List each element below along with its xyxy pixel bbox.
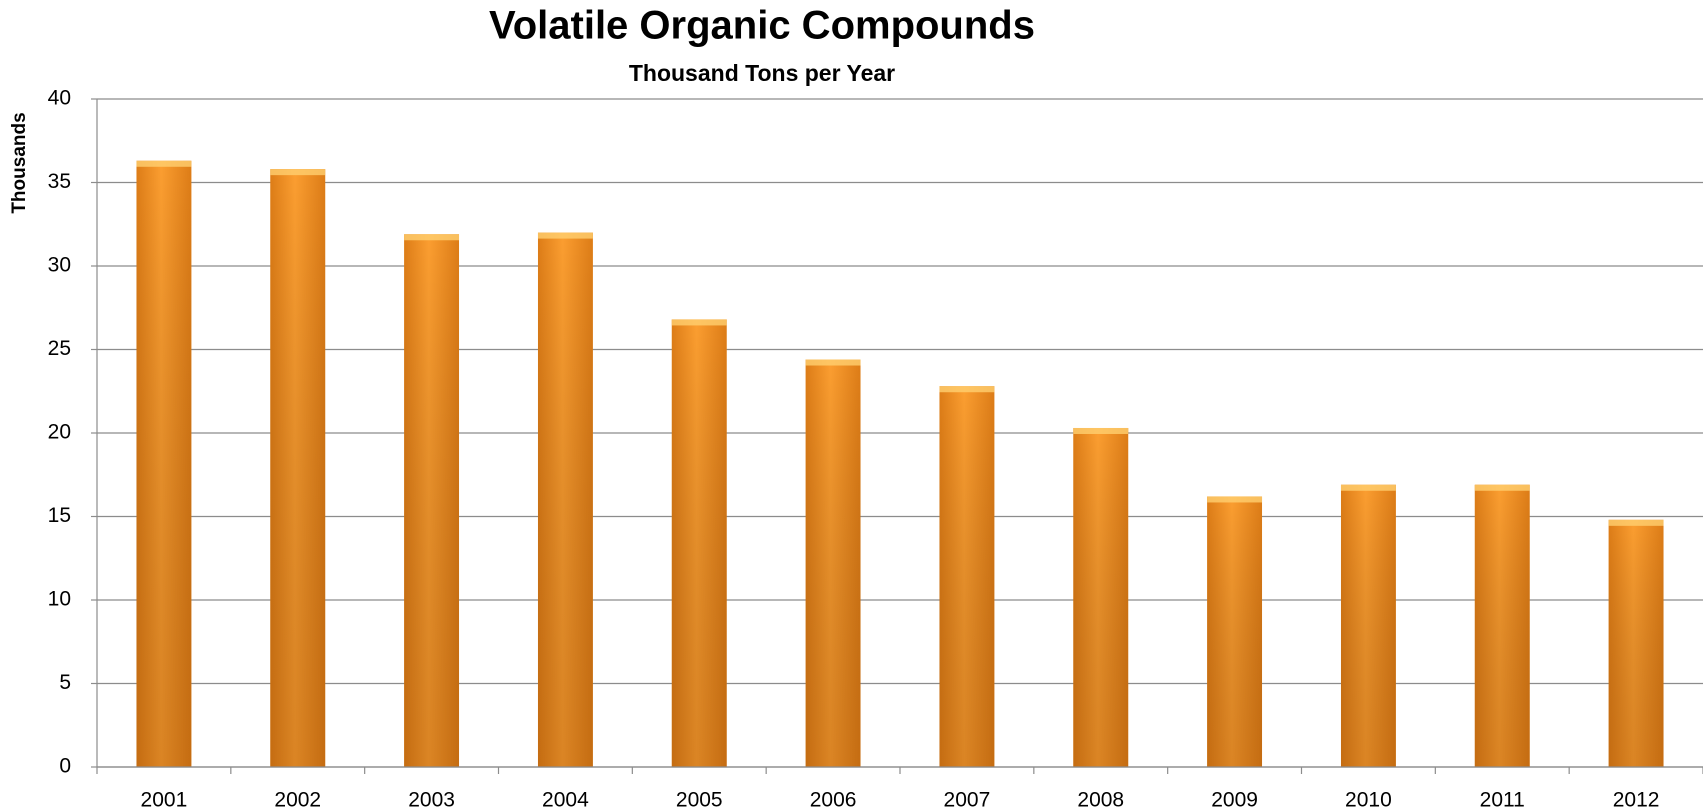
y-tick-label: 0	[59, 755, 71, 778]
bar-shade	[1474, 484, 1530, 767]
bar-shade	[537, 232, 593, 768]
bar-shade	[404, 234, 460, 767]
y-tick-label: 15	[48, 504, 71, 527]
y-tick-label: 40	[48, 87, 71, 110]
bar-shade	[671, 319, 727, 767]
bar-cap	[939, 386, 995, 393]
bar-cap	[1207, 496, 1263, 503]
bar-cap	[671, 319, 727, 326]
bar-shade	[1073, 427, 1129, 767]
bar-cap	[404, 234, 460, 241]
y-tick-label: 20	[48, 421, 71, 444]
bar-cap	[136, 160, 192, 167]
x-tick-label: 2011	[1480, 789, 1525, 812]
x-tick-label: 2004	[542, 789, 589, 812]
bar-cap	[1608, 519, 1664, 526]
x-tick-label: 2005	[676, 789, 723, 812]
bar-shade	[1340, 484, 1396, 767]
bar-cap	[1474, 484, 1530, 491]
x-tick-label: 2008	[1077, 789, 1124, 812]
x-tick-label: 2006	[810, 789, 857, 812]
bar-shade	[805, 359, 861, 767]
x-tick-label: 2003	[408, 789, 455, 812]
x-tick-label: 2012	[1613, 789, 1660, 812]
bar-cap	[805, 359, 861, 366]
y-tick-label: 35	[48, 170, 71, 193]
x-tick-label: 2009	[1211, 789, 1258, 812]
x-tick-label: 2001	[141, 789, 188, 812]
x-tick-label: 2010	[1345, 789, 1392, 812]
x-tick-label: 2002	[274, 789, 321, 812]
bar-cap	[1073, 427, 1129, 434]
y-axis-label: Thousands	[9, 112, 30, 213]
bar-cap	[1340, 484, 1396, 491]
y-tick-label: 25	[48, 337, 71, 360]
y-tick-label: 30	[48, 254, 71, 277]
x-tick-label: 2007	[944, 789, 991, 812]
bar-shade	[1207, 496, 1263, 767]
bar-shade	[136, 160, 192, 768]
bar-shade	[1608, 519, 1664, 767]
bar-shade	[939, 386, 995, 767]
bar-cap	[270, 169, 326, 176]
bar-shade	[270, 169, 326, 767]
bar-cap	[537, 232, 593, 239]
chart-title: Volatile Organic Compounds	[489, 4, 1035, 48]
chart-subtitle: Thousand Tons per Year	[629, 60, 895, 86]
y-tick-label: 5	[59, 671, 71, 694]
y-tick-label: 10	[48, 588, 71, 611]
